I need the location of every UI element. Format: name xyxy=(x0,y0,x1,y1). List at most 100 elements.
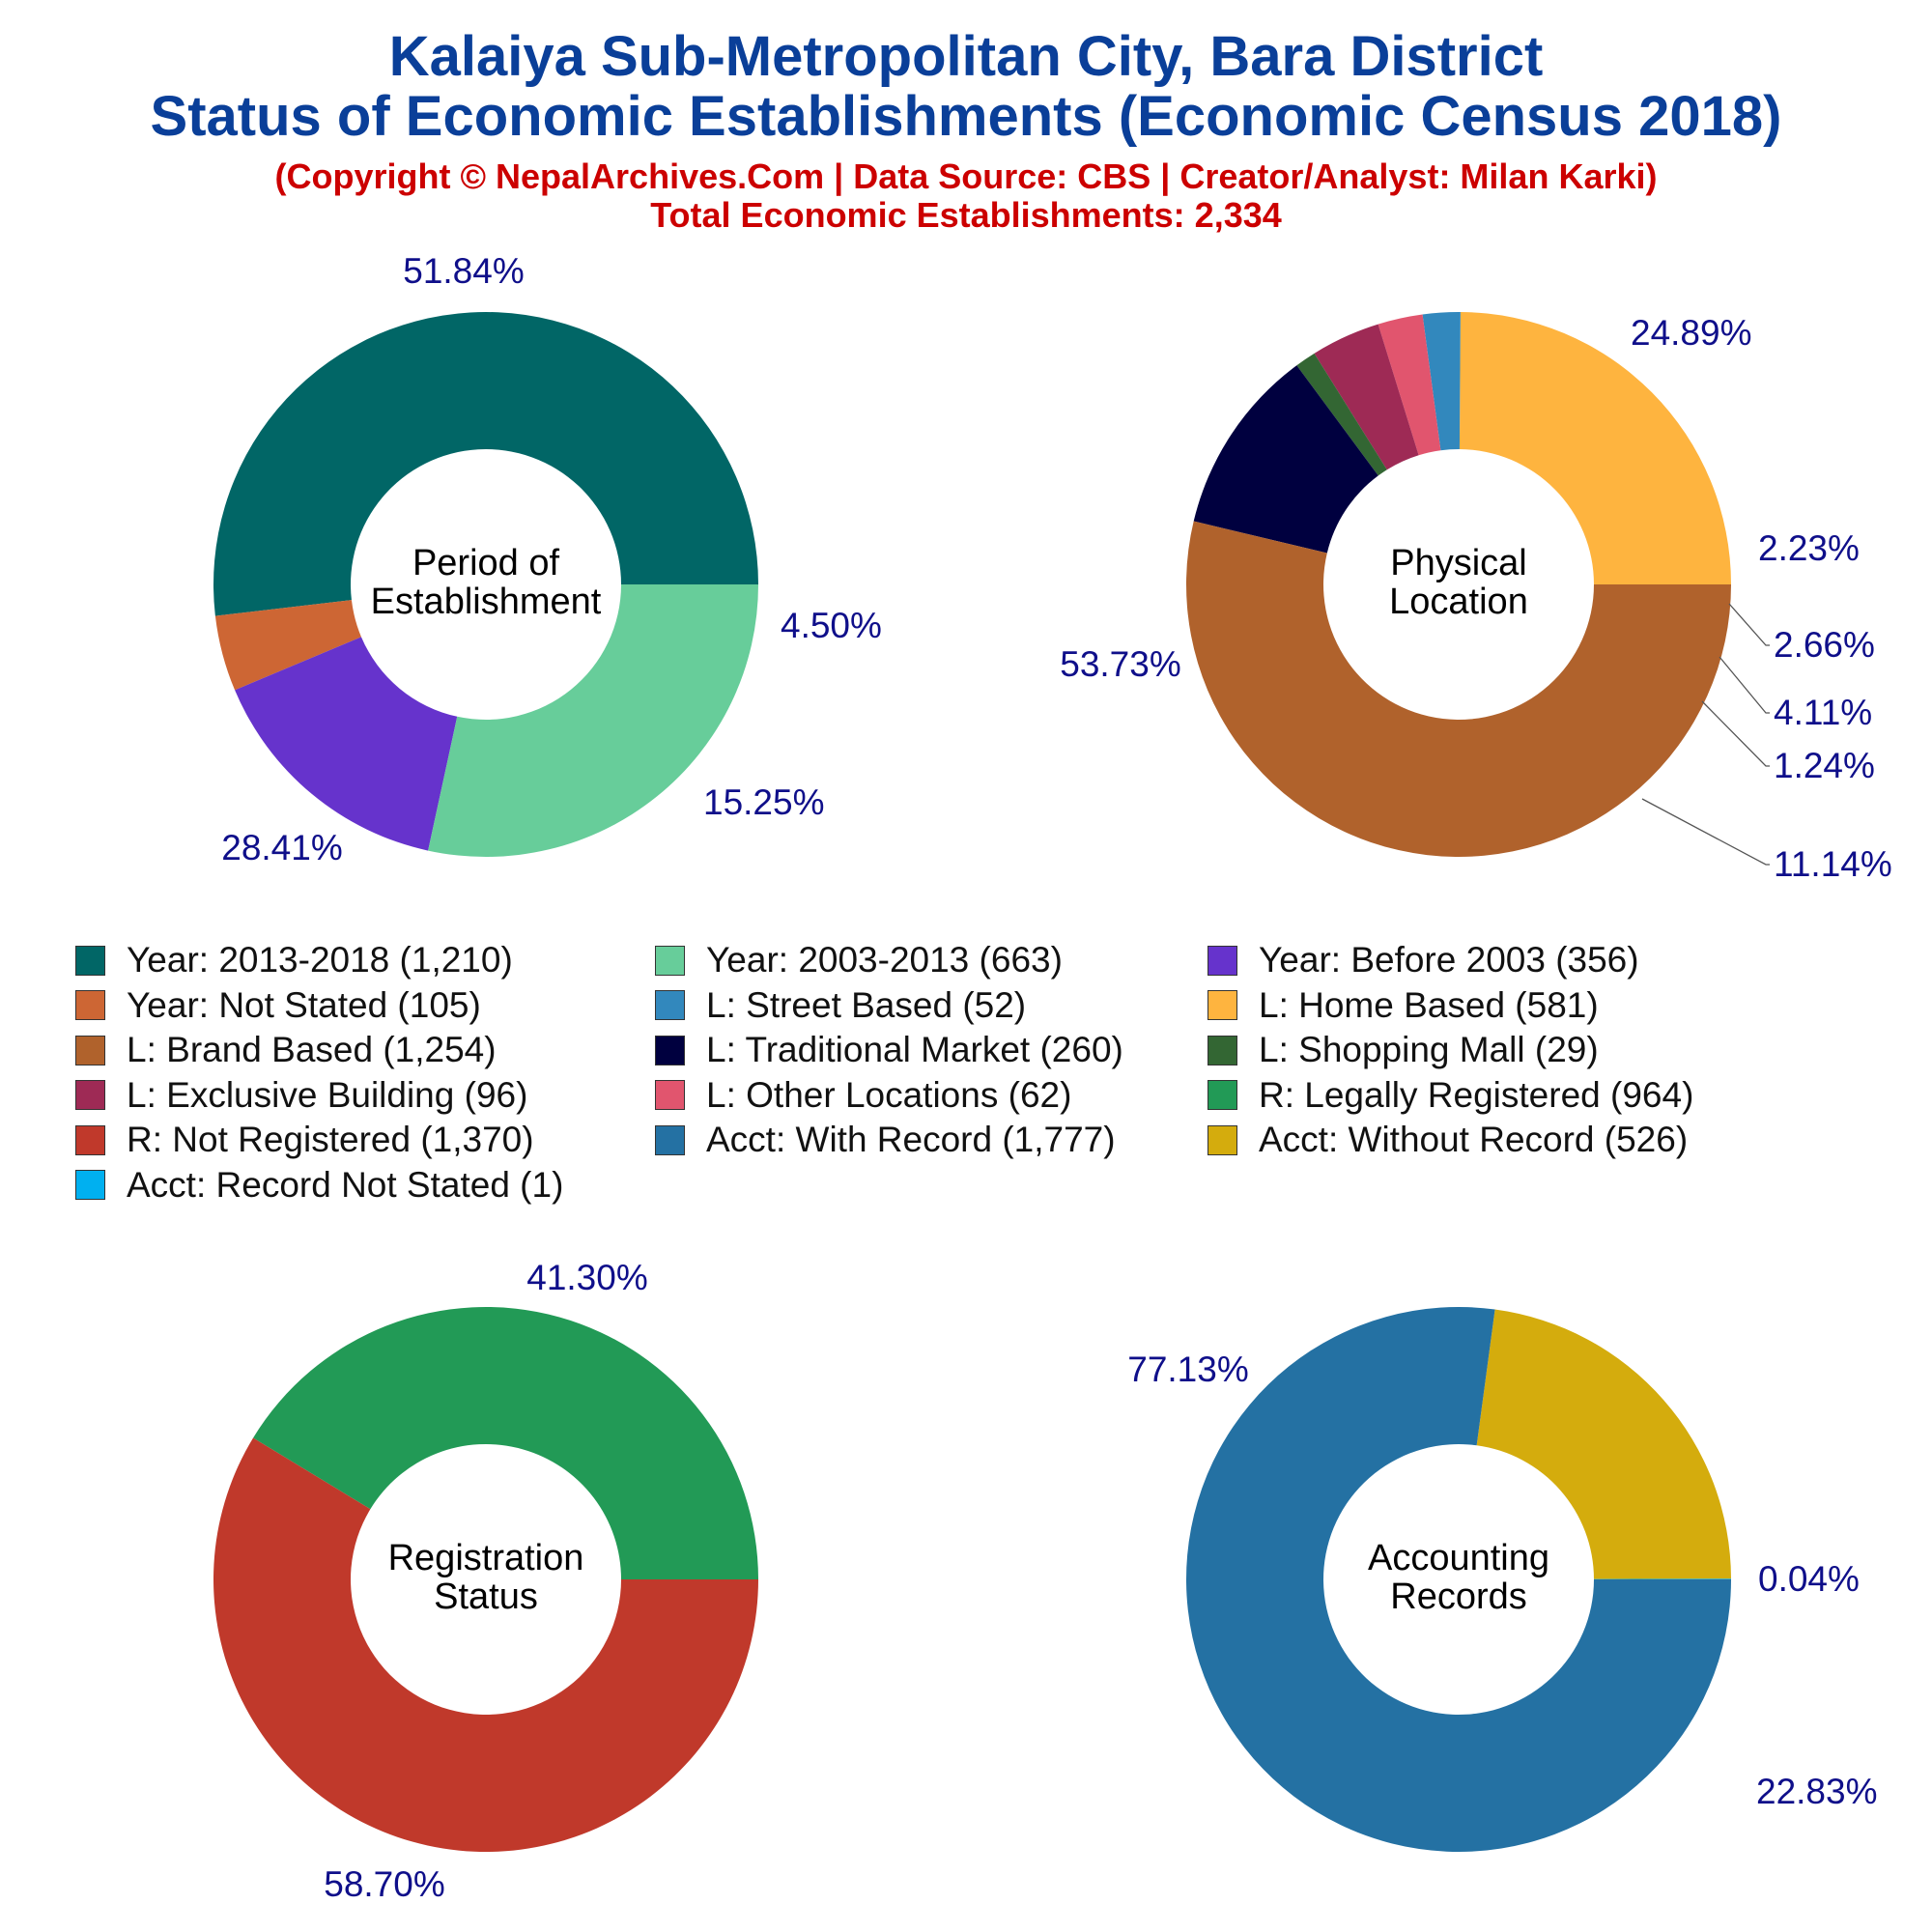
percent-label: 53.73% xyxy=(1060,644,1181,684)
legend-label: Acct: Record Not Stated (1) xyxy=(127,1164,564,1205)
legend-item: Year: 2003-2013 (663) xyxy=(655,939,1063,981)
legend-item: L: Shopping Mall (29) xyxy=(1208,1029,1599,1071)
legend-item: L: Street Based (52) xyxy=(655,984,1026,1027)
leader-line xyxy=(1641,798,1770,866)
percent-label: 2.23% xyxy=(1758,528,1860,568)
donut-chart-2: 24.89% 2.23% 2.66% 4.11% 1.24% 11.14% 53.73% Ph… xyxy=(1060,311,1892,884)
chart-title-line-2: Status of Economic Establishments (Econo… xyxy=(150,85,1782,148)
leader-line xyxy=(1719,656,1770,714)
donut-slice-year-2013-2018 xyxy=(213,311,759,616)
donut-slice-l-shopping-mall xyxy=(1296,353,1387,476)
percent-label: 77.13% xyxy=(1127,1350,1249,1389)
center-label: Establishment xyxy=(371,582,602,622)
percent-label: 2.66% xyxy=(1774,625,1875,665)
percent-label: 1.24% xyxy=(1774,746,1875,785)
donut-slice-l-home-based xyxy=(1459,312,1731,584)
donut-slice-year-2003-2013 xyxy=(428,584,758,857)
legend-item: R: Not Registered (1,370) xyxy=(75,1119,534,1161)
center-label: Period of xyxy=(412,543,560,583)
legend-item: L: Traditional Market (260) xyxy=(655,1029,1123,1071)
center-label: Accounting xyxy=(1368,1538,1549,1578)
donut-slice-l-street-based xyxy=(1422,311,1461,451)
percent-label: 4.50% xyxy=(781,606,882,645)
legend-label: L: Traditional Market (260) xyxy=(706,1030,1123,1069)
donut-slice-year-not-stated xyxy=(214,600,361,691)
legend-label: R: Not Registered (1,370) xyxy=(127,1120,534,1159)
legend-swatch xyxy=(75,945,105,976)
legend-item: R: Legally Registered (964) xyxy=(1208,1074,1693,1117)
legend-swatch xyxy=(1208,1035,1237,1065)
legend-swatch xyxy=(1208,945,1237,976)
legend-swatch xyxy=(655,945,685,976)
legend-label: Year: 2003-2013 (663) xyxy=(706,940,1063,980)
legend-swatch xyxy=(75,990,105,1020)
legend-item: L: Home Based (581) xyxy=(1208,984,1599,1027)
legend-swatch xyxy=(1208,1124,1237,1155)
legend-swatch xyxy=(655,990,685,1020)
legend-label: R: Legally Registered (964) xyxy=(1259,1074,1694,1115)
percent-label: 22.83% xyxy=(1756,1772,1878,1811)
legend-item: Acct: Record Not Stated (1) xyxy=(75,1164,563,1207)
chart-subtitle-copyright: (Copyright © NepalArchives.Com | Data So… xyxy=(274,156,1658,196)
legend-item: L: Exclusive Building (96) xyxy=(75,1074,527,1117)
percent-label: 4.11% xyxy=(1774,693,1872,732)
donut-slice-r-not-registered xyxy=(213,1437,759,1853)
donut-slice-l-other-locations xyxy=(1378,314,1441,456)
legend-label: L: Home Based (581) xyxy=(1259,984,1599,1025)
percent-label: 51.84% xyxy=(403,251,525,291)
legend-item: L: Other Locations (62) xyxy=(655,1074,1071,1117)
legend-item: Year: Before 2003 (356) xyxy=(1208,939,1639,981)
percent-label: 28.41% xyxy=(221,828,343,867)
percent-label: 41.30% xyxy=(526,1258,648,1297)
legend-swatch xyxy=(655,1080,685,1110)
legend-swatch xyxy=(655,1035,685,1065)
legend-swatch xyxy=(75,1080,105,1110)
chart-title-line-1: Kalaiya Sub-Metropolitan City, Bara Dist… xyxy=(388,25,1544,88)
leader-line xyxy=(1728,603,1770,646)
donut-slice-acct-without-record xyxy=(1476,1309,1731,1579)
legend-label: L: Street Based (52) xyxy=(706,984,1027,1025)
donut-slice-acct-record-not-stated xyxy=(1593,1578,1731,1579)
legend-label: L: Shopping Mall (29) xyxy=(1259,1030,1599,1069)
center-label: Physical xyxy=(1390,543,1527,583)
percent-label: 15.25% xyxy=(703,782,825,822)
legend-item: Acct: Without Record (526) xyxy=(1208,1119,1688,1161)
legend-label: Year: Not Stated (105) xyxy=(127,984,481,1025)
legend-swatch xyxy=(75,1035,105,1065)
donut-slice-l-exclusive-building xyxy=(1314,324,1419,470)
percent-label: 0.04% xyxy=(1758,1559,1860,1599)
legend-swatch xyxy=(1208,1080,1237,1110)
legend-label: Acct: Without Record (526) xyxy=(1259,1120,1689,1159)
legend-swatch xyxy=(1208,990,1237,1020)
percent-label: 24.89% xyxy=(1631,313,1752,353)
legend-label: Acct: With Record (1,777) xyxy=(706,1120,1116,1159)
legend-item: L: Brand Based (1,254) xyxy=(75,1029,497,1071)
donut-slice-l-traditional-market xyxy=(1193,365,1378,554)
legend-item: Acct: With Record (1,777) xyxy=(655,1119,1116,1161)
legend-swatch xyxy=(75,1170,105,1200)
donut-slice-r-legally-registered xyxy=(253,1307,758,1579)
legend-label: Year: 2013-2018 (1,210) xyxy=(127,940,513,980)
percent-label: 58.70% xyxy=(324,1864,445,1904)
legend-swatch xyxy=(75,1124,105,1155)
legend-label: Year: Before 2003 (356) xyxy=(1259,940,1639,980)
center-label: Status xyxy=(434,1577,538,1617)
center-label: Records xyxy=(1390,1577,1527,1617)
legend-item: Year: 2013-2018 (1,210) xyxy=(75,939,513,981)
percent-label: 11.14% xyxy=(1774,844,1892,884)
legend-swatch xyxy=(655,1124,685,1155)
center-label: Registration xyxy=(388,1538,584,1578)
legend-label: L: Brand Based (1,254) xyxy=(127,1030,497,1069)
legend-label: L: Exclusive Building (96) xyxy=(127,1074,528,1115)
chart-subtitle-total: Total Economic Establishments: 2,334 xyxy=(650,195,1282,235)
center-label: Location xyxy=(1389,582,1528,622)
donut-slice-l-brand-based xyxy=(1185,521,1731,858)
donut-chart-1: 51.84% 4.50% 15.25% 28.41% Period ofEstablis… xyxy=(213,251,882,867)
donut-slice-year-before-2003 xyxy=(235,637,458,851)
legend-label: L: Other Locations (62) xyxy=(706,1074,1072,1115)
donut-slice-acct-with-record xyxy=(1185,1307,1731,1852)
legend-item: Year: Not Stated (105) xyxy=(75,984,481,1027)
